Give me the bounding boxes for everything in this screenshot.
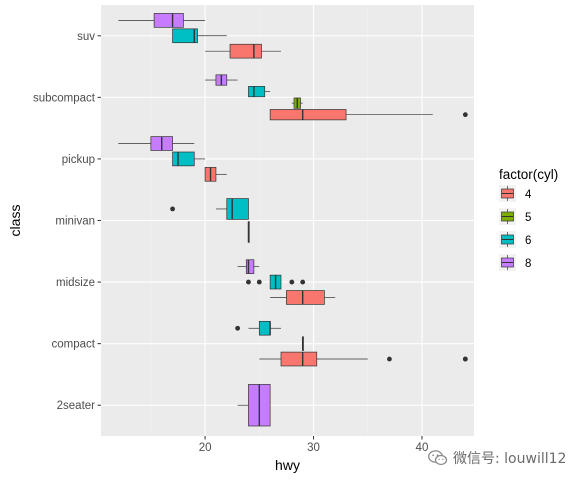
legend-item-cyl8: 8 — [499, 254, 531, 271]
box-compact-cyl6 — [235, 320, 281, 336]
legend-label: 5 — [525, 212, 531, 224]
outlier-point — [246, 279, 251, 285]
x-tick-label: 20 — [199, 442, 212, 454]
box-pickup-cyl8 — [118, 136, 195, 151]
box-iqr — [226, 198, 249, 220]
legend-label: 8 — [525, 258, 531, 270]
y-tick-label: minivan — [55, 216, 95, 228]
box-pickup-cyl6 — [172, 151, 206, 167]
box-compact-cyl4 — [259, 351, 468, 367]
y-tick-label: midsize — [56, 277, 95, 289]
y-tick-label: suv — [77, 31, 95, 43]
legend-item-cyl5: 5 — [499, 208, 531, 225]
box-subcompact-cyl8 — [205, 74, 238, 86]
y-tick-label: compact — [52, 339, 96, 351]
box-subcompact-cyl5 — [291, 97, 303, 109]
box-iqr — [172, 151, 195, 167]
outlier-point — [235, 325, 241, 331]
box-2seater-cyl8 — [237, 384, 271, 427]
y-tick-label: pickup — [62, 154, 95, 166]
legend: factor(cyl) 4 5 6 8 — [499, 167, 558, 271]
x-tick-label: 40 — [416, 442, 429, 454]
box-suv-cyl8 — [118, 13, 206, 28]
y-axis: 2seater compact midsize minivan pickup subcom… — [33, 31, 101, 412]
outlier-point — [300, 279, 306, 285]
box-compact-cyl5 — [301, 336, 304, 351]
legend-label: 6 — [525, 235, 531, 247]
watermark-text: 微信号: louwill12 — [453, 451, 567, 467]
box-iqr — [172, 28, 198, 44]
box-iqr — [229, 43, 262, 59]
box-iqr — [153, 13, 184, 28]
outlier-point — [462, 112, 468, 118]
outlier-point — [462, 356, 468, 362]
box-iqr — [245, 259, 255, 274]
legend-label: 4 — [525, 189, 532, 201]
x-tick-label: 30 — [307, 442, 320, 454]
y-axis-title: class — [7, 205, 23, 237]
box-midsize-cyl6 — [246, 274, 306, 290]
x-axis-title: hwy — [275, 457, 300, 473]
box-subcompact-cyl6 — [248, 86, 271, 98]
y-tick-label: subcompact — [33, 92, 96, 104]
box-iqr — [269, 109, 347, 121]
outlier-point — [289, 279, 295, 285]
box-iqr — [258, 320, 271, 336]
box-suv-cyl6 — [172, 28, 227, 44]
wechat-icon — [428, 450, 448, 466]
outlier-point — [387, 356, 392, 362]
box-minivan-cyl6 — [170, 198, 249, 220]
legend-title: factor(cyl) — [499, 167, 558, 182]
grid-lines — [101, 5, 474, 436]
box-iqr — [248, 86, 266, 98]
box-suv-cyl4 — [205, 43, 281, 59]
y-tick-label: 2seater — [57, 400, 96, 412]
box-minivan-cyl4 — [247, 221, 250, 243]
legend-item-cyl4: 4 — [499, 185, 532, 202]
outlier-point — [256, 279, 262, 285]
box-midsize-cyl4 — [270, 290, 336, 305]
boxplot-layer — [118, 13, 468, 427]
box-pickup-cyl4 — [204, 167, 227, 182]
box-midsize-cyl8 — [237, 259, 260, 274]
x-axis: 20 30 40 — [199, 436, 429, 454]
box-iqr — [280, 351, 318, 367]
outlier-point — [170, 206, 175, 212]
box-subcompact-cyl4 — [269, 109, 468, 121]
legend-item-cyl6: 6 — [499, 231, 531, 248]
box-iqr — [286, 290, 325, 305]
watermark: 微信号: louwill12 — [428, 447, 566, 469]
